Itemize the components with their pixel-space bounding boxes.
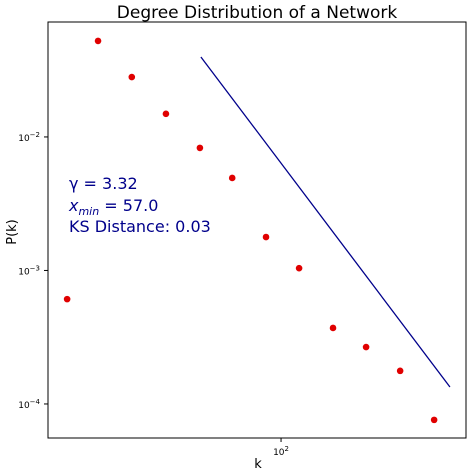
data-point (430, 416, 438, 424)
data-point (262, 233, 270, 241)
data-point (228, 174, 236, 182)
data-point (362, 343, 370, 351)
annotation-rest: = 57.0 (99, 196, 158, 215)
annotation-base: x (68, 196, 79, 215)
data-point (329, 324, 337, 332)
x-axis-label: k (254, 457, 262, 472)
fit-line (200, 56, 451, 388)
y-tick-exponent: −3 (30, 264, 40, 272)
data-point (196, 144, 204, 152)
x-tick-label: 102 (273, 445, 289, 458)
data-point (162, 110, 170, 118)
annotation-subscript: min (78, 205, 99, 218)
annotation: KS Distance: 0.03 (69, 217, 211, 236)
x-tick-base: 10 (273, 448, 285, 458)
y-axis-label: P(k) (5, 219, 20, 245)
y-tick-exponent: −4 (30, 398, 41, 406)
data-point (63, 295, 71, 303)
y-tick-base: 10 (18, 267, 30, 277)
y-tick-base: 10 (18, 401, 30, 411)
data-point (94, 37, 102, 45)
y-tick-exponent: −2 (30, 131, 40, 139)
chart-title: Degree Distribution of a Network (117, 3, 398, 23)
y-tick-base: 10 (18, 134, 30, 144)
data-point (128, 73, 136, 81)
y-tick-label: 10−3 (18, 264, 40, 277)
plot-frame (47, 21, 467, 439)
annotation: γ = 3.32 (69, 174, 138, 193)
x-tick-exponent: 2 (285, 445, 289, 453)
data-point (396, 367, 404, 375)
y-tick-label: 10−2 (18, 131, 40, 144)
y-tick-label: 10−4 (18, 398, 40, 411)
data-point (295, 264, 303, 272)
annotation: xmin = 57.0 (68, 196, 158, 218)
